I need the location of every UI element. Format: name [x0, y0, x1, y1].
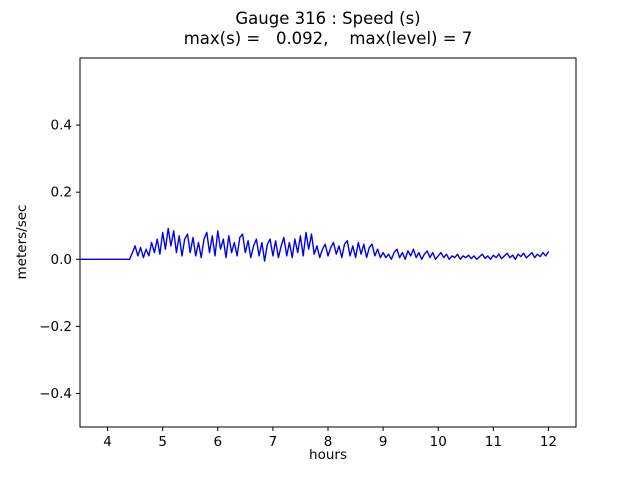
x-tick-label: 8 — [324, 434, 333, 450]
chart-title: Gauge 316 : Speed (s) — [235, 9, 421, 28]
x-tick-label: 9 — [379, 434, 388, 450]
x-tick-label: 12 — [540, 434, 557, 450]
x-tick-label: 4 — [103, 434, 112, 450]
x-axis-label: hours — [309, 447, 347, 463]
x-tick-label: 11 — [485, 434, 502, 450]
y-axis-label: meters/sec — [14, 204, 30, 280]
plot-border — [79, 57, 577, 428]
x-tick-label: 6 — [213, 434, 222, 450]
y-tick-label: −0.4 — [39, 386, 72, 402]
y-tick-label: −0.2 — [39, 319, 72, 335]
chart-subtitle: max(s) = 0.092, max(level) = 7 — [183, 29, 473, 48]
y-tick-label: 0.2 — [51, 185, 72, 201]
x-tick-label: 5 — [158, 434, 167, 450]
y-tick-label: 0.4 — [51, 118, 72, 134]
y-tick-label: 0.0 — [51, 252, 72, 268]
x-tick-label: 10 — [430, 434, 447, 450]
speed-line — [79, 227, 550, 262]
x-tick-label: 7 — [269, 434, 278, 450]
